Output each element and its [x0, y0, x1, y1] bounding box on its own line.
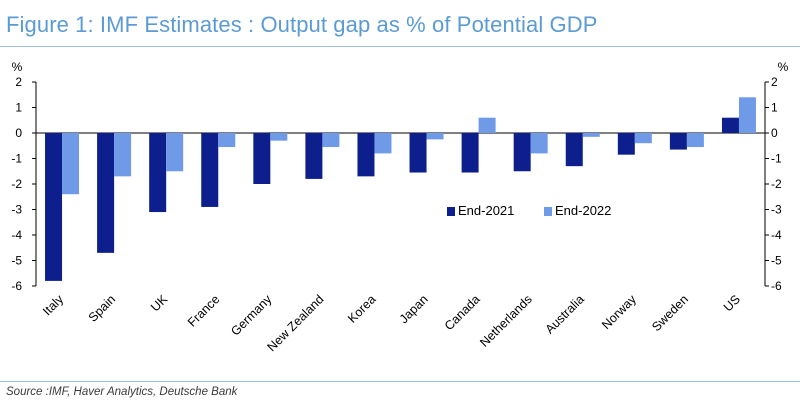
bar-germany-end-2021	[253, 133, 271, 184]
y-tick-label-left: 0	[15, 126, 22, 140]
y-tick-label-left: -5	[11, 254, 22, 268]
category-label: Canada	[442, 292, 483, 333]
category-label: UK	[148, 292, 171, 315]
bar-korea-end-2021	[357, 133, 375, 177]
y-tick-label-left: -3	[11, 203, 22, 217]
bar-norway-end-2022	[634, 133, 652, 144]
category-label: Spain	[86, 292, 119, 325]
category-label: Japan	[397, 292, 431, 326]
bar-new-zealand-end-2022	[322, 133, 340, 148]
bar-canada-end-2022	[478, 117, 496, 133]
legend-swatch	[447, 207, 455, 216]
bar-netherlands-end-2021	[513, 133, 531, 172]
bar-italy-end-2021	[45, 133, 63, 281]
bar-sweden-end-2022	[686, 133, 704, 148]
category-label: France	[185, 292, 222, 329]
bar-us-end-2021	[721, 117, 739, 133]
bar-us-end-2022	[738, 97, 756, 133]
category-label: New Zealand	[265, 292, 327, 354]
y-tick-label-left: 1	[15, 101, 22, 115]
bar-uk-end-2021	[149, 133, 167, 213]
bar-japan-end-2022	[426, 133, 444, 140]
y-unit-right: %	[778, 60, 789, 74]
y-tick-label-left: -2	[11, 177, 22, 191]
bar-korea-end-2022	[374, 133, 392, 154]
bar-netherlands-end-2022	[530, 133, 548, 154]
y-unit-left: %	[12, 60, 23, 74]
y-tick-label-left: 2	[15, 75, 22, 89]
chart-title: Figure 1: IMF Estimates : Output gap as …	[6, 12, 598, 37]
legend-swatch	[544, 207, 552, 216]
y-tick-label-right: 1	[771, 101, 778, 115]
bar-australia-end-2022	[582, 133, 600, 137]
category-label: Australia	[543, 292, 587, 336]
y-tick-label-right: 2	[771, 75, 778, 89]
bar-italy-end-2022	[62, 133, 80, 195]
y-tick-label-left: -4	[11, 228, 22, 242]
bar-new-zealand-end-2021	[305, 133, 323, 179]
bar-uk-end-2022	[166, 133, 184, 172]
bar-canada-end-2021	[461, 133, 479, 173]
bar-spain-end-2021	[97, 133, 115, 253]
legend: End-2021 End-2022	[447, 203, 611, 218]
y-tick-label-right: -2	[771, 177, 782, 191]
category-label: Italy	[40, 292, 67, 319]
y-tick-label-right: -5	[771, 254, 782, 268]
source-note: Source :IMF, Haver Analytics, Deutsche B…	[6, 386, 238, 398]
legend-label: End-2021	[458, 203, 514, 218]
category-label: Norway	[599, 292, 639, 332]
category-label: Netherlands	[477, 292, 535, 350]
bar-chart: % %2 21 10 0-1 -1-2 -2-3 -3-4 -4-5 -5-6 -6 Italy Sp…	[11, 60, 788, 355]
legend-label: End-2022	[555, 203, 611, 218]
bar-germany-end-2022	[270, 133, 288, 141]
y-tick-label-right: 0	[771, 126, 778, 140]
source-divider	[0, 381, 800, 382]
title-divider	[0, 46, 800, 47]
category-label: US	[721, 292, 743, 314]
y-tick-label-right: -6	[771, 279, 782, 293]
bar-sweden-end-2021	[669, 133, 687, 150]
axes: % %2 21 10 0-1 -1-2 -2-3 -3-4 -4-5 -5-6 -6	[11, 60, 788, 293]
y-tick-label-left: -1	[11, 152, 22, 166]
bar-spain-end-2022	[114, 133, 132, 177]
y-tick-label-right: -4	[771, 228, 782, 242]
y-tick-label-right: -3	[771, 203, 782, 217]
bar-norway-end-2021	[617, 133, 635, 155]
bar-france-end-2021	[201, 133, 219, 207]
bar-australia-end-2021	[565, 133, 583, 167]
y-tick-label-right: -1	[771, 152, 782, 166]
bars	[45, 97, 756, 281]
y-tick-label-left: -6	[11, 279, 22, 293]
bar-japan-end-2021	[409, 133, 427, 173]
category-label: Germany	[228, 292, 275, 339]
bar-france-end-2022	[218, 133, 236, 148]
category-label: Sweden	[649, 292, 691, 334]
category-label: Korea	[345, 292, 379, 326]
